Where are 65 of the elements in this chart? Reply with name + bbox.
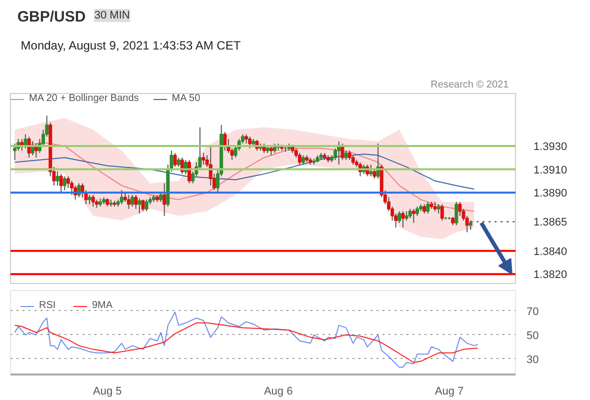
- chart-title: GBP/USD: [17, 8, 86, 26]
- y-tick-label: 1.3820: [534, 269, 568, 282]
- candlestick: [440, 204, 444, 222]
- line-series: [14, 154, 475, 190]
- candlestick: [426, 201, 430, 214]
- candlestick: [468, 220, 472, 230]
- candlestick: [138, 198, 142, 214]
- candlestick: [404, 210, 408, 222]
- x-tick-label: Aug 7: [434, 386, 464, 398]
- y-tick-label: 50: [526, 330, 539, 342]
- line-series: [14, 322, 478, 363]
- y-tick-label: 1.3890: [534, 188, 568, 200]
- candlestick: [130, 194, 134, 208]
- y-tick-label: 70: [526, 306, 539, 318]
- legend-label: 9MA: [92, 300, 113, 311]
- candlestick: [269, 145, 273, 156]
- candlestick: [344, 150, 348, 160]
- candlestick: [348, 150, 352, 160]
- chart-subtitle: Monday, August 9, 2021 1:43:53 AM CET: [20, 38, 242, 52]
- candlestick: [144, 199, 148, 212]
- legend-label: MA 20 + Bollinger Bands: [29, 93, 139, 104]
- y-tick-label: 1.3910: [534, 164, 568, 176]
- candlestick: [401, 210, 405, 228]
- candlestick: [56, 171, 60, 186]
- candlestick: [398, 210, 402, 224]
- y-tick-label: 30: [526, 354, 539, 366]
- text: 30 MIN: [94, 10, 130, 22]
- candlestick: [202, 152, 206, 166]
- candlestick: [248, 136, 252, 149]
- candlestick: [91, 194, 95, 208]
- candlestick: [422, 204, 426, 214]
- candlestick: [436, 204, 440, 214]
- legend-label: RSI: [39, 300, 57, 311]
- x-tick-label: Aug 5: [92, 386, 122, 398]
- y-tick-label: 1.3865: [534, 216, 568, 229]
- y-tick-label: 1.3930: [534, 140, 568, 153]
- candlestick: [70, 180, 74, 196]
- text: Research © 2021: [430, 80, 510, 90]
- candlestick: [126, 194, 130, 210]
- legend-label: MA 50: [172, 93, 200, 104]
- candlestick: [13, 143, 17, 160]
- candlestick: [458, 201, 462, 216]
- candlestick: [62, 176, 66, 191]
- candlestick: [173, 152, 177, 168]
- candlestick: [244, 134, 248, 144]
- candlestick: [59, 173, 63, 194]
- candlestick: [408, 208, 412, 219]
- candlestick: [433, 201, 437, 212]
- x-tick-label: Aug 6: [264, 386, 293, 398]
- candlestick: [176, 157, 180, 168]
- candlestick: [162, 182, 166, 216]
- candlestick: [454, 201, 458, 226]
- candlestick: [301, 154, 305, 166]
- candlestick: [298, 152, 302, 166]
- candlestick: [412, 208, 416, 224]
- candlestick: [369, 164, 373, 177]
- candlestick: [141, 199, 145, 212]
- candlestick: [88, 194, 92, 205]
- y-tick-label: 1.3840: [534, 246, 568, 258]
- candlestick: [351, 154, 355, 166]
- candlestick: [372, 168, 376, 180]
- candlestick: [159, 192, 163, 202]
- candlestick: [120, 190, 124, 205]
- candlestick: [134, 194, 138, 210]
- line-series: [14, 312, 478, 368]
